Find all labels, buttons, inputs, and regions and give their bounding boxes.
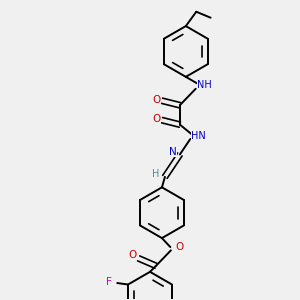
Text: O: O [152,94,161,104]
Text: O: O [176,242,184,252]
Text: O: O [129,250,137,260]
Text: N: N [169,147,177,157]
Text: H: H [152,169,160,179]
Text: F: F [106,278,112,287]
Text: HN: HN [191,131,206,141]
Text: NH: NH [197,80,212,90]
Text: O: O [152,114,161,124]
